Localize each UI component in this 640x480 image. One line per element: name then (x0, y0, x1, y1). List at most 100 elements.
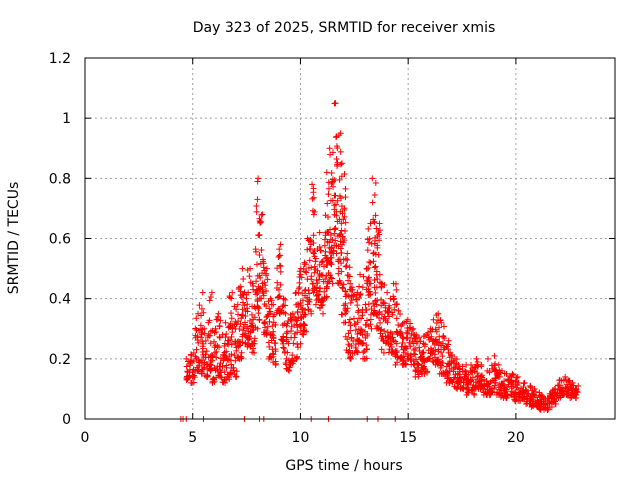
data-point (354, 330, 361, 337)
data-point (259, 211, 266, 218)
data-point (464, 389, 471, 396)
data-point (207, 293, 214, 300)
data-point (202, 351, 209, 358)
data-point (221, 342, 228, 349)
data-point (456, 365, 463, 372)
data-point (420, 340, 427, 347)
data-point (341, 171, 348, 178)
data-point (280, 340, 287, 347)
data-point (370, 249, 377, 256)
data-point (225, 374, 232, 381)
data-point (357, 290, 364, 297)
data-point (192, 325, 199, 332)
data-point (289, 352, 296, 359)
data-points (177, 100, 582, 422)
data-point (490, 385, 497, 392)
data-point (344, 336, 351, 343)
data-point (352, 327, 359, 334)
data-point (250, 345, 257, 352)
data-point (258, 247, 265, 254)
data-point (364, 332, 371, 339)
data-point (192, 332, 199, 339)
data-point (199, 289, 206, 296)
data-point (354, 302, 361, 309)
x-tick-label: 0 (81, 430, 90, 446)
data-point (341, 237, 348, 244)
data-point (534, 399, 541, 406)
data-point (474, 369, 481, 376)
data-point (339, 284, 346, 291)
data-point (513, 374, 520, 381)
data-point (193, 315, 200, 322)
data-point (406, 339, 413, 346)
data-point (257, 274, 264, 281)
data-point (234, 301, 241, 308)
data-point (291, 322, 298, 329)
data-point (512, 396, 519, 403)
data-point (368, 325, 375, 332)
data-point (365, 225, 372, 232)
data-point (228, 351, 235, 358)
data-point (445, 337, 452, 344)
data-point (494, 370, 501, 377)
data-point (335, 265, 342, 272)
x-tick-label: 15 (399, 430, 417, 446)
chart-title: Day 323 of 2025, SRMTID for receiver xmi… (193, 20, 496, 36)
data-point (232, 373, 239, 380)
data-point (473, 355, 480, 362)
data-point (213, 348, 220, 355)
data-point (550, 399, 557, 406)
data-point (372, 179, 379, 186)
data-point (331, 206, 338, 213)
data-point (403, 345, 410, 352)
data-point (237, 342, 244, 349)
data-point (360, 339, 367, 346)
data-point (338, 227, 345, 234)
data-point (256, 252, 263, 259)
data-point (389, 311, 396, 318)
data-point (376, 271, 383, 278)
data-point (213, 354, 220, 361)
data-point (296, 274, 303, 281)
data-point (413, 333, 420, 340)
data-point (545, 406, 552, 413)
data-point (199, 348, 206, 355)
data-point (216, 322, 223, 329)
data-point (301, 321, 308, 328)
data-point (306, 290, 313, 297)
data-point (374, 275, 381, 282)
data-point (317, 305, 324, 312)
data-point (392, 361, 399, 368)
data-point (394, 359, 401, 366)
data-point (214, 363, 221, 370)
data-point (491, 382, 498, 389)
data-point (460, 385, 467, 392)
data-point (284, 328, 291, 335)
data-point (436, 324, 443, 331)
data-point (238, 315, 245, 322)
data-point (271, 311, 278, 318)
data-point (330, 183, 337, 190)
data-point (417, 338, 424, 345)
data-point (226, 323, 233, 330)
data-point (522, 387, 529, 394)
data-point (296, 279, 303, 286)
data-point (305, 306, 312, 313)
y-tick-label: 0.2 (49, 352, 71, 368)
data-point (346, 264, 353, 271)
data-point (264, 323, 271, 330)
data-point (440, 346, 447, 353)
data-point (191, 374, 198, 381)
data-point (373, 284, 380, 291)
data-point (420, 349, 427, 356)
data-point (468, 369, 475, 376)
data-point (338, 160, 345, 167)
data-point (384, 289, 391, 296)
data-point (369, 199, 376, 206)
data-point (407, 320, 414, 327)
data-point (378, 280, 385, 287)
data-point (335, 132, 342, 139)
data-point (188, 351, 195, 358)
data-point (216, 333, 223, 340)
data-point (251, 340, 258, 347)
